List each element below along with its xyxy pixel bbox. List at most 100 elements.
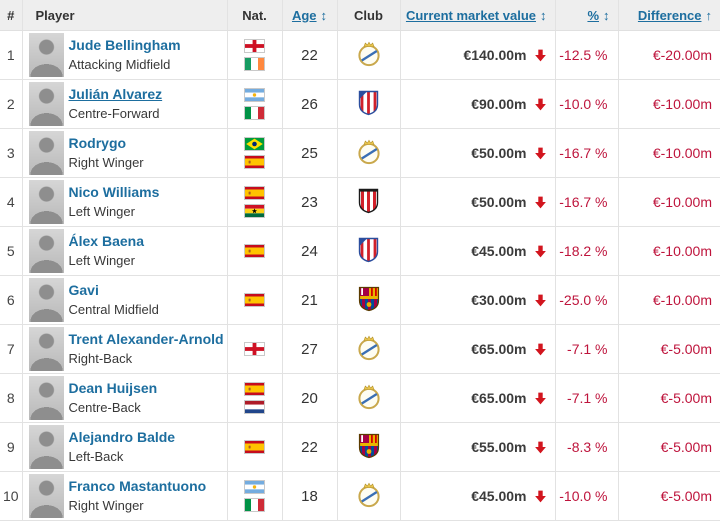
value-difference: €-5.00m [618, 471, 720, 521]
value-difference: €-10.00m [618, 177, 720, 227]
rank-number: 4 [6, 194, 15, 210]
rank-number: 8 [6, 390, 15, 406]
trend-down-icon [534, 147, 547, 160]
flag-spain-icon [244, 382, 265, 396]
flag-ghana-icon [244, 204, 265, 218]
trend-down-icon [534, 49, 547, 62]
player-name-link[interactable]: Franco Mastantuono [68, 478, 207, 495]
flag-ireland-icon [244, 57, 265, 71]
player-row: 7 Trent Alexander-Arnold Right-Back 27 €… [0, 324, 720, 374]
trend-down-icon [534, 392, 547, 405]
col-header-player: Player [22, 0, 228, 31]
player-row: 2 Julián Alvarez Centre-Forward 26 €90.0… [0, 79, 720, 129]
nationality-flags [228, 39, 282, 71]
player-position: Right Winger [68, 154, 144, 170]
flag-england-icon [244, 342, 265, 356]
flag-netherlands-icon [244, 400, 265, 414]
club-logo-fc-barcelona[interactable] [358, 286, 380, 312]
nationality-flags [228, 440, 282, 454]
market-value: €50.00m [471, 145, 527, 161]
nationality-flags [228, 137, 282, 169]
nationality-flags [228, 293, 282, 307]
player-photo[interactable] [28, 131, 64, 175]
trend-down-icon [534, 196, 547, 209]
player-photo[interactable] [28, 425, 64, 469]
sort-updown-icon: ↕ [603, 7, 610, 23]
player-name-link[interactable]: Jude Bellingham [68, 37, 181, 54]
sort-updown-icon: ↕ [540, 7, 547, 23]
value-change-percent: -7.1 % [555, 324, 619, 374]
trend-down-icon [534, 98, 547, 111]
player-age: 22 [282, 422, 338, 472]
club-logo-real-madrid[interactable] [356, 383, 382, 410]
club-logo-real-madrid[interactable] [356, 481, 382, 508]
sort-up-icon: ↑ [705, 7, 713, 23]
player-name-link[interactable]: Gavi [68, 282, 99, 299]
player-age: 18 [282, 471, 338, 521]
player-photo[interactable] [28, 327, 64, 371]
player-name-link[interactable]: Nico Williams [68, 184, 160, 201]
player-photo[interactable] [28, 278, 64, 322]
player-row: 3 Rodrygo Right Winger 25 €50.00m -16.7 … [0, 128, 720, 178]
value-difference: €-5.00m [618, 324, 720, 374]
market-value: €140.00m [463, 47, 527, 63]
rank-number: 5 [6, 243, 15, 259]
player-age: 27 [282, 324, 338, 374]
club-logo-fc-barcelona[interactable] [358, 433, 380, 459]
trend-down-icon [534, 441, 547, 454]
club-logo-real-madrid[interactable] [356, 334, 382, 361]
market-value: €55.00m [471, 439, 527, 455]
nationality-flags [228, 342, 282, 356]
value-difference: €-20.00m [652, 47, 712, 63]
player-name-link[interactable]: Dean Huijsen [68, 380, 158, 397]
col-header-percent-sort[interactable]: % ↕ [587, 7, 610, 23]
player-row: 9 Alejandro Balde Left-Back 22 €55.00m -… [0, 422, 720, 472]
col-header-difference-sort[interactable]: Difference ↑ [637, 7, 713, 23]
value-change-percent: -10.0 % [555, 471, 619, 521]
player-row: 8 Dean Huijsen Centre-Back 20 €65.00m -7… [0, 373, 720, 423]
value-change-percent: -7.1 % [555, 373, 619, 423]
flag-spain-icon [244, 440, 265, 454]
player-photo[interactable] [28, 376, 64, 420]
player-photo[interactable] [28, 82, 64, 126]
club-logo-real-madrid[interactable] [356, 40, 382, 67]
col-header-age-sort[interactable]: Age ↕ [291, 7, 328, 23]
col-header-rank: # [0, 0, 23, 31]
player-name-link[interactable]: Álex Baena [68, 233, 144, 250]
value-change-percent: -12.5 % [555, 30, 619, 80]
player-name-link[interactable]: Alejandro Balde [68, 429, 176, 446]
flag-brazil-icon [244, 137, 265, 151]
player-photo[interactable] [28, 229, 64, 273]
trend-down-icon [534, 490, 547, 503]
sort-updown-icon: ↕ [320, 7, 328, 23]
player-photo[interactable] [28, 180, 64, 224]
player-name-link[interactable]: Julián Alvarez [68, 86, 163, 103]
market-value: €45.00m [471, 488, 527, 504]
club-logo-real-madrid[interactable] [356, 138, 382, 165]
flag-argentina-icon [244, 88, 265, 102]
player-age: 25 [282, 128, 338, 178]
club-logo-athletic-bilbao[interactable] [358, 188, 379, 214]
nationality-flags [228, 382, 282, 414]
player-position: Left Winger [68, 252, 135, 268]
player-row: 6 Gavi Central Midfield 21 €30.00m -25.0… [0, 275, 720, 325]
player-name-link[interactable]: Trent Alexander-Arnold [68, 331, 224, 348]
club-logo-atlético-madrid[interactable] [358, 90, 379, 116]
player-position: Attacking Midfield [68, 56, 171, 72]
col-header-club: Club [337, 0, 401, 31]
col-header-nationality: Nat. [227, 0, 283, 31]
trend-down-icon [534, 294, 547, 307]
market-value: €50.00m [471, 194, 527, 210]
col-header-market-value-sort[interactable]: Current market value ↕ [405, 7, 547, 23]
player-position: Centre-Back [68, 399, 141, 415]
value-difference: €-10.00m [618, 79, 720, 129]
player-name-link[interactable]: Rodrygo [68, 135, 127, 152]
player-photo[interactable] [28, 33, 64, 77]
value-difference: €-10.00m [618, 128, 720, 178]
player-photo[interactable] [28, 474, 64, 518]
club-logo-atlético-madrid[interactable] [358, 237, 379, 263]
player-age: 22 [282, 30, 338, 80]
value-change-percent: -16.7 % [555, 128, 619, 178]
value-change-percent: -18.2 % [555, 226, 619, 276]
